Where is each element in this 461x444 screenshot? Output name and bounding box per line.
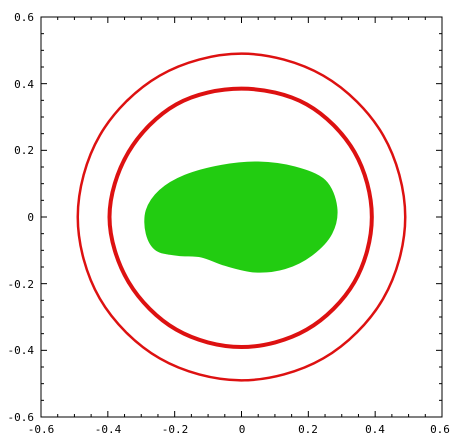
y-tick-label: 0.4 xyxy=(14,78,34,91)
x-tick-label: -0.4 xyxy=(95,423,122,436)
inner-red-curve xyxy=(107,86,374,350)
y-axis-tick-labels: 0.6 0.4 0.2 0 -0.2 -0.4 -0.6 xyxy=(8,11,35,424)
y-tick-label: 0 xyxy=(27,211,34,224)
data-layer xyxy=(76,52,407,382)
axis-ticks xyxy=(40,16,443,418)
x-axis-tick-labels: -0.6 -0.4 -0.2 0 0.2 0.4 0.6 xyxy=(28,423,450,436)
x-tick-label: 0.2 xyxy=(298,423,318,436)
x-tick-label: -0.2 xyxy=(162,423,189,436)
y-tick-label: -0.4 xyxy=(8,344,35,357)
x-tick-label: 0.6 xyxy=(430,423,450,436)
outer-red-curve xyxy=(76,52,407,382)
y-tick-label: 0.2 xyxy=(14,144,34,157)
y-tick-label: 0.6 xyxy=(14,11,34,24)
y-tick-label: -0.6 xyxy=(8,411,35,424)
x-tick-label: -0.6 xyxy=(28,423,55,436)
x-tick-label: 0.4 xyxy=(365,423,385,436)
x-tick-label: 0 xyxy=(239,423,246,436)
green-filled-region xyxy=(144,161,338,273)
y-tick-label: -0.2 xyxy=(8,278,35,291)
